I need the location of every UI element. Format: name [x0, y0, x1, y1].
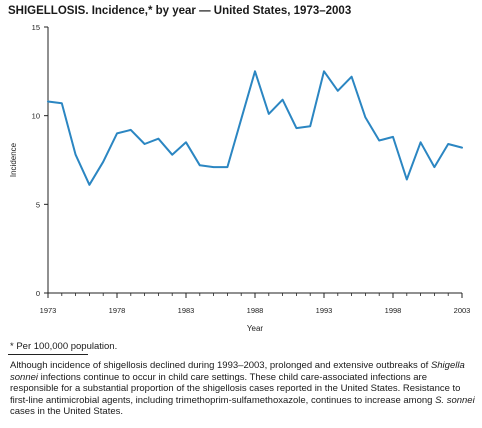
x-axis-label: Year [247, 324, 264, 333]
note-italic-2: S. sonnei [435, 394, 475, 406]
incidence-line [47, 70, 463, 186]
y-tick-label: 5 [36, 200, 40, 209]
y-tick-label: 10 [32, 112, 40, 121]
chart-title: SHIGELLOSIS. Incidence,* by year — Unite… [8, 5, 352, 17]
y-tick-label: 15 [32, 23, 40, 32]
x-tick-label: 1978 [109, 306, 126, 315]
x-tick-label: 1973 [40, 306, 57, 315]
footnote: * Per 100,000 population. [10, 341, 118, 352]
note-text-2: infections continue to occur in child ca… [10, 371, 461, 406]
line-chart: 0 5 10 15 1973 1978 1983 1988 1993 1998 2003 Incide… [9, 23, 471, 333]
note-text-1: Although incidence of shigellosis declin… [10, 360, 431, 371]
x-tick-label: 1993 [316, 306, 333, 315]
note-text-3: cases in the United States. [10, 406, 124, 417]
x-tick-label: 1983 [178, 306, 195, 315]
x-tick-label: 1998 [385, 306, 402, 315]
y-axis-label: Incidence [9, 142, 18, 177]
x-tick-label: 1988 [247, 306, 264, 315]
x-tick-label: 2003 [454, 306, 471, 315]
y-tick-label: 0 [36, 289, 40, 298]
note-italic-1: Shigella sonnei [10, 360, 465, 383]
note-divider [8, 354, 88, 355]
chart-note: Although incidence of shigellosis declin… [10, 360, 478, 418]
